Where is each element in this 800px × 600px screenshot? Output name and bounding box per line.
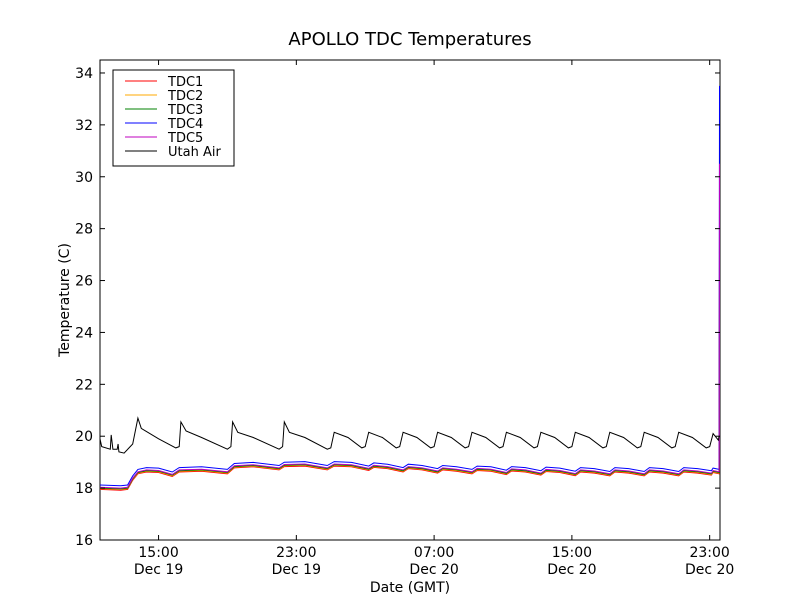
x-tick-date-label: Dec 19 [272, 562, 321, 578]
y-tick-label: 22 [75, 377, 93, 393]
series-line-tdc4 [99, 85, 720, 487]
x-tick-time-label: 23:00 [276, 545, 316, 561]
x-tick-time-label: 15:00 [552, 545, 592, 561]
x-tick-time-label: 23:00 [689, 545, 729, 561]
y-tick-label: 20 [75, 429, 93, 445]
y-tick-label: 24 [75, 325, 93, 341]
y-tick-label: 18 [75, 481, 93, 497]
series-layer [99, 85, 720, 491]
series-line-utah-air [99, 416, 720, 454]
legend-label: TDC4 [167, 117, 203, 132]
y-tick-label: 28 [75, 222, 93, 238]
x-tick-time-label: 15:00 [138, 545, 178, 561]
y-tick-label: 34 [75, 66, 93, 82]
y-tick-label: 30 [75, 170, 93, 186]
x-tick-date-label: Dec 20 [547, 562, 596, 578]
legend-label: TDC1 [167, 75, 203, 90]
y-tick-label: 26 [75, 274, 93, 290]
legend-label: TDC3 [167, 103, 203, 118]
legend-label: TDC5 [167, 131, 203, 146]
x-axis-label: Date (GMT) [370, 580, 450, 596]
y-tick-label: 32 [75, 118, 93, 134]
x-tick-date-label: Dec 20 [685, 562, 734, 578]
x-tick-time-label: 07:00 [414, 545, 454, 561]
series-line-tdc1 [99, 306, 720, 491]
x-tick-date-label: Dec 20 [409, 562, 458, 578]
y-tick-label: 16 [75, 533, 93, 549]
legend-label: TDC2 [167, 89, 203, 104]
x-tick-date-label: Dec 19 [134, 562, 183, 578]
legend-box [112, 69, 235, 167]
series-line-tdc5 [99, 163, 720, 489]
chart-title: APOLLO TDC Temperatures [288, 29, 531, 50]
series-line-tdc3 [99, 228, 720, 490]
legend-label: Utah Air [168, 145, 221, 160]
y-axis-label: Temperature (C) [57, 243, 73, 358]
